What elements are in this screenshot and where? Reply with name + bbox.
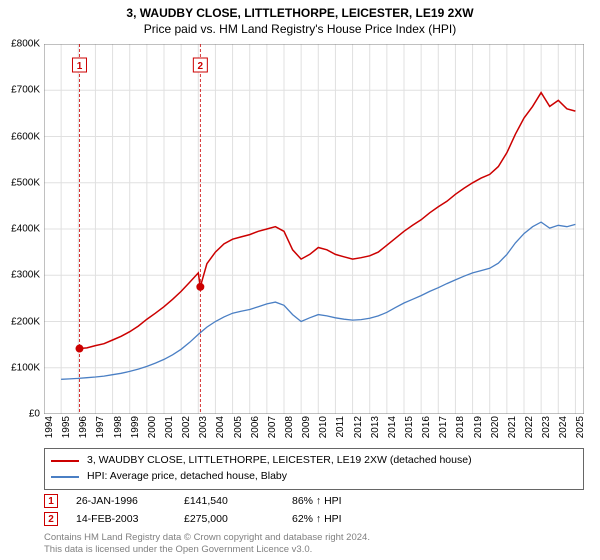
x-tick-label: 2015 (404, 416, 415, 438)
x-tick-label: 2005 (233, 416, 244, 438)
legend-label: HPI: Average price, detached house, Blab… (87, 469, 287, 485)
x-tick-label: 2017 (438, 416, 449, 438)
x-tick-label: 1998 (113, 416, 124, 438)
legend-swatch (51, 476, 79, 478)
x-tick-label: 1999 (130, 416, 141, 438)
x-tick-label: 2012 (353, 416, 364, 438)
marker-pct: 62% ↑ HPI (292, 513, 382, 525)
x-tick-label: 2000 (147, 416, 158, 438)
legend: 3, WAUDBY CLOSE, LITTLETHORPE, LEICESTER… (44, 448, 584, 490)
marker-table-row: 1 26-JAN-1996 £141,540 86% ↑ HPI (44, 492, 584, 510)
legend-swatch (51, 460, 79, 462)
marker-number-box: 2 (44, 512, 58, 526)
x-tick-label: 2009 (301, 416, 312, 438)
x-tick-label: 2025 (575, 416, 586, 438)
y-tick-label: £100K (11, 362, 40, 373)
x-tick-label: 2002 (181, 416, 192, 438)
svg-text:1: 1 (77, 61, 83, 72)
svg-text:2: 2 (198, 61, 204, 72)
x-tick-label: 2019 (473, 416, 484, 438)
y-tick-label: £300K (11, 270, 40, 281)
marker-number-box: 1 (44, 494, 58, 508)
chart-title: 3, WAUDBY CLOSE, LITTLETHORPE, LEICESTER… (0, 0, 600, 20)
x-tick-label: 2023 (541, 416, 552, 438)
x-tick-label: 2003 (198, 416, 209, 438)
x-tick-label: 2008 (284, 416, 295, 438)
marker-table: 1 26-JAN-1996 £141,540 86% ↑ HPI 2 14-FEB-200… (44, 492, 584, 528)
x-tick-label: 2016 (421, 416, 432, 438)
x-tick-label: 2006 (250, 416, 261, 438)
x-tick-label: 1994 (44, 416, 55, 438)
marker-price: £275,000 (184, 513, 274, 525)
y-tick-label: £0 (29, 409, 40, 420)
chart-svg: 12 (44, 44, 584, 414)
y-tick-label: £600K (11, 131, 40, 142)
marker-table-row: 2 14-FEB-2003 £275,000 62% ↑ HPI (44, 510, 584, 528)
chart-subtitle: Price paid vs. HM Land Registry's House … (0, 20, 600, 36)
x-tick-label: 2014 (387, 416, 398, 438)
footer-line1: Contains HM Land Registry data © Crown c… (44, 532, 370, 544)
x-tick-label: 1996 (78, 416, 89, 438)
x-tick-label: 2010 (318, 416, 329, 438)
footer: Contains HM Land Registry data © Crown c… (44, 532, 370, 556)
x-tick-label: 2001 (164, 416, 175, 438)
y-tick-label: £800K (11, 39, 40, 50)
x-tick-label: 2004 (215, 416, 226, 438)
y-tick-label: £200K (11, 316, 40, 327)
x-tick-label: 2024 (558, 416, 569, 438)
x-tick-label: 2020 (490, 416, 501, 438)
marker-price: £141,540 (184, 495, 274, 507)
x-tick-label: 2022 (524, 416, 535, 438)
x-tick-label: 2018 (455, 416, 466, 438)
legend-item: 3, WAUDBY CLOSE, LITTLETHORPE, LEICESTER… (51, 453, 577, 469)
legend-label: 3, WAUDBY CLOSE, LITTLETHORPE, LEICESTER… (87, 453, 472, 469)
marker-date: 14-FEB-2003 (76, 513, 166, 525)
y-tick-label: £500K (11, 177, 40, 188)
x-tick-label: 2013 (370, 416, 381, 438)
legend-item: HPI: Average price, detached house, Blab… (51, 469, 577, 485)
y-tick-label: £700K (11, 85, 40, 96)
chart-area: 12 £0£100K£200K£300K£400K£500K£600K£700K… (44, 44, 584, 414)
x-tick-label: 1997 (95, 416, 106, 438)
footer-line2: This data is licensed under the Open Gov… (44, 544, 370, 556)
chart-container: 3, WAUDBY CLOSE, LITTLETHORPE, LEICESTER… (0, 0, 600, 560)
marker-pct: 86% ↑ HPI (292, 495, 382, 507)
x-tick-label: 2007 (267, 416, 278, 438)
x-tick-label: 2011 (335, 416, 346, 438)
x-tick-label: 2021 (507, 416, 518, 438)
x-tick-label: 1995 (61, 416, 72, 438)
marker-date: 26-JAN-1996 (76, 495, 166, 507)
y-tick-label: £400K (11, 224, 40, 235)
